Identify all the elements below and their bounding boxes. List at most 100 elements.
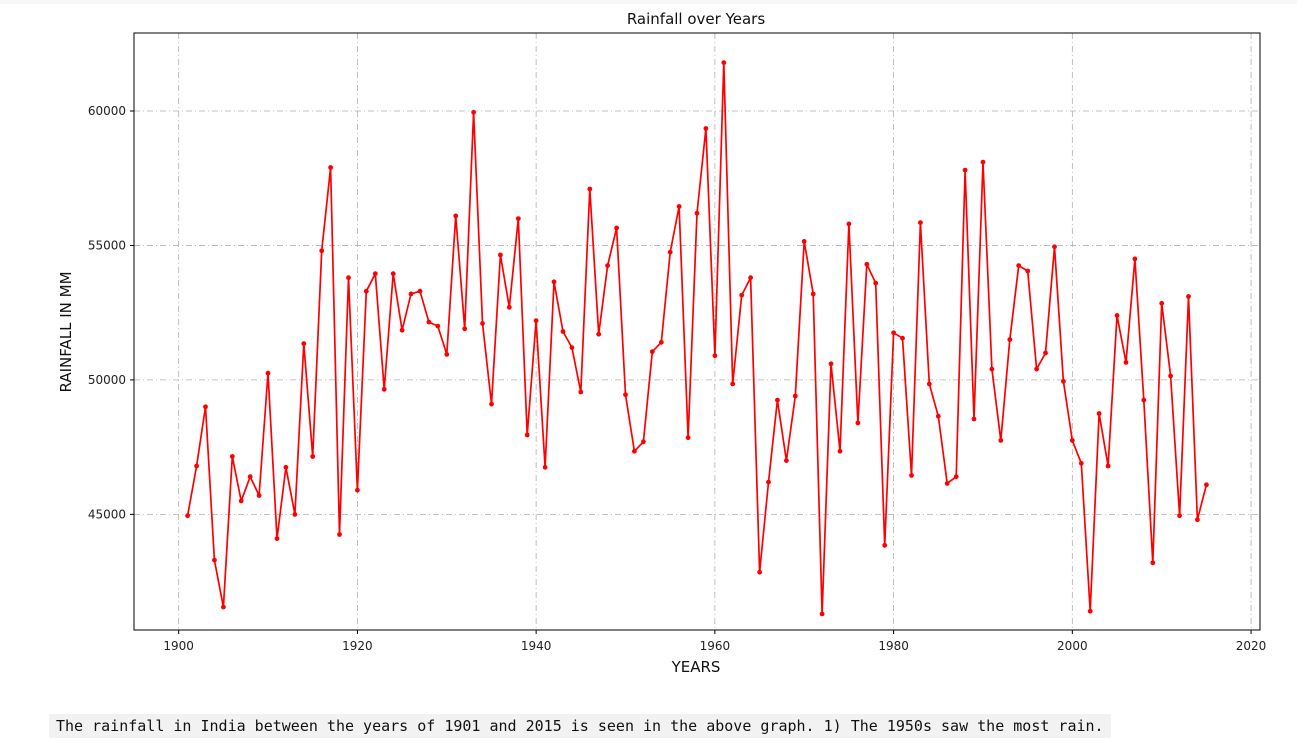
data-point bbox=[310, 454, 316, 459]
data-point bbox=[247, 474, 253, 480]
data-point bbox=[462, 326, 468, 332]
x-tick-label: 1920 bbox=[342, 639, 373, 653]
data-point bbox=[265, 370, 271, 376]
data-point bbox=[846, 221, 852, 227]
data-point bbox=[1025, 268, 1031, 274]
y-tick-label: 60000 bbox=[88, 104, 126, 118]
data-point bbox=[810, 291, 816, 297]
data-point bbox=[1007, 337, 1013, 342]
data-point bbox=[498, 252, 503, 258]
data-point bbox=[962, 167, 968, 173]
data-point bbox=[944, 481, 950, 486]
data-point bbox=[408, 291, 414, 297]
data-point bbox=[748, 275, 753, 281]
data-point bbox=[480, 321, 485, 326]
data-point bbox=[274, 536, 280, 541]
data-point bbox=[221, 604, 226, 610]
data-point bbox=[578, 389, 584, 395]
data-point bbox=[891, 330, 896, 336]
data-point bbox=[1052, 244, 1057, 250]
data-point bbox=[1186, 294, 1191, 299]
data-point bbox=[319, 248, 325, 254]
data-point bbox=[739, 292, 745, 298]
y-tick-label: 45000 bbox=[88, 507, 126, 521]
data-point bbox=[346, 275, 351, 281]
y-axis-label: RAINFALL IN MM bbox=[57, 271, 75, 392]
data-point bbox=[1204, 482, 1209, 488]
data-point bbox=[301, 341, 307, 346]
data-point bbox=[292, 512, 298, 517]
data-point bbox=[417, 288, 423, 294]
data-point bbox=[506, 304, 512, 310]
data-point bbox=[542, 464, 548, 470]
x-tick-label: 1900 bbox=[163, 639, 194, 653]
data-point bbox=[569, 345, 575, 350]
data-point bbox=[256, 493, 262, 498]
x-tick-label: 1980 bbox=[878, 639, 909, 653]
data-point bbox=[641, 439, 646, 445]
data-point bbox=[1078, 460, 1084, 466]
data-point bbox=[489, 401, 494, 407]
data-point bbox=[614, 225, 619, 231]
data-point bbox=[953, 474, 959, 480]
data-point bbox=[453, 213, 459, 219]
data-point bbox=[1123, 360, 1129, 365]
data-point bbox=[229, 454, 235, 459]
data-point bbox=[730, 381, 736, 387]
data-point bbox=[980, 159, 986, 165]
data-point bbox=[560, 329, 566, 334]
data-point bbox=[185, 513, 191, 519]
data-point bbox=[998, 438, 1004, 443]
data-point bbox=[355, 487, 360, 493]
data-point bbox=[623, 392, 628, 398]
data-point bbox=[596, 331, 602, 337]
data-point bbox=[1168, 373, 1173, 379]
data-point bbox=[212, 557, 217, 563]
data-point bbox=[900, 335, 905, 341]
data-point bbox=[676, 204, 682, 209]
data-point bbox=[819, 611, 825, 617]
data-point bbox=[524, 432, 530, 438]
series-line bbox=[186, 61, 1208, 615]
x-axis-label: YEARS bbox=[671, 658, 721, 676]
data-point bbox=[1034, 366, 1039, 372]
data-point bbox=[515, 216, 521, 222]
x-tick-label: 2000 bbox=[1057, 639, 1088, 653]
grid-lines bbox=[134, 33, 1260, 630]
data-point bbox=[283, 464, 289, 470]
data-point bbox=[837, 448, 843, 454]
data-point bbox=[426, 319, 432, 325]
chart-title: Rainfall over Years bbox=[627, 10, 766, 28]
data-point bbox=[1141, 397, 1147, 403]
data-point bbox=[909, 473, 914, 478]
data-point bbox=[1061, 378, 1066, 384]
data-point bbox=[1195, 517, 1200, 523]
data-point bbox=[1043, 350, 1048, 356]
data-point bbox=[1096, 411, 1102, 416]
data-point bbox=[533, 318, 539, 324]
data-point bbox=[873, 280, 879, 286]
data-point bbox=[685, 435, 691, 441]
data-point bbox=[775, 397, 780, 403]
data-point bbox=[694, 210, 700, 216]
data-point bbox=[238, 498, 244, 504]
data-point bbox=[935, 413, 941, 419]
data-point bbox=[363, 288, 369, 294]
data-point bbox=[855, 420, 861, 426]
data-point bbox=[435, 323, 441, 329]
data-point bbox=[784, 458, 789, 463]
axis-ticks: 1900 1920 1940 1960 1980 2000 2020 45000 50000 55… bbox=[88, 104, 1267, 653]
data-point bbox=[882, 542, 888, 548]
x-tick-label: 2020 bbox=[1236, 639, 1267, 653]
data-point bbox=[971, 416, 977, 422]
data-point bbox=[918, 220, 923, 226]
data-point bbox=[658, 339, 664, 345]
data-point bbox=[989, 366, 995, 372]
data-point bbox=[1105, 463, 1111, 469]
data-point bbox=[1132, 256, 1138, 262]
data-point bbox=[328, 165, 333, 170]
data-point bbox=[444, 352, 450, 357]
data-point bbox=[667, 249, 673, 255]
data-point bbox=[632, 448, 637, 454]
data-point bbox=[399, 327, 405, 333]
